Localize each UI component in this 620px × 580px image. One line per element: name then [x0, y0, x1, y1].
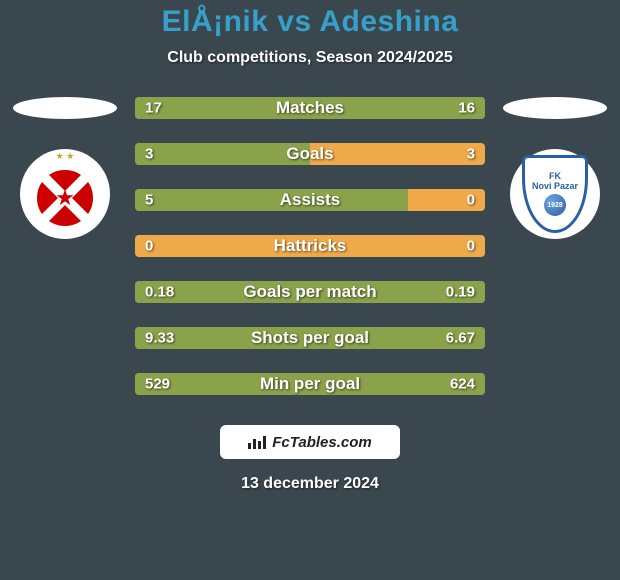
- player1-silhouette: [13, 97, 117, 119]
- stat-bar: Matches 17 16: [135, 97, 485, 119]
- page-title: ElÅ¡nik vs Adeshina: [0, 5, 620, 39]
- bar-label: Min per goal: [260, 374, 360, 394]
- stat-bar: Shots per goal 9.33 6.67: [135, 327, 485, 349]
- bar-value-right: 0: [467, 192, 475, 209]
- bar-value-left: 0.18: [145, 284, 174, 301]
- bar-value-right: 0.19: [446, 284, 475, 301]
- stat-bar: Goals per match 0.18 0.19: [135, 281, 485, 303]
- novi-pazar-icon: FK Novi Pazar 1928: [522, 155, 588, 233]
- bar-left-fill: [135, 189, 408, 211]
- bar-value-left: 9.33: [145, 330, 174, 347]
- bar-label: Goals per match: [243, 282, 376, 302]
- bar-value-right: 6.67: [446, 330, 475, 347]
- comparison-card: ElÅ¡nik vs Adeshina Club competitions, S…: [0, 0, 620, 580]
- player2-silhouette: [503, 97, 607, 119]
- stat-bar: Goals 3 3: [135, 143, 485, 165]
- stat-bar: Hattricks 0 0: [135, 235, 485, 257]
- bar-value-right: 0: [467, 238, 475, 255]
- bar-label: Goals: [286, 144, 333, 164]
- stats-bars: Matches 17 16 Goals 3 3 Assists 5 0 Hattricks 0 0 Go…: [135, 97, 485, 395]
- bar-left-fill: [135, 143, 310, 165]
- bar-value-right: 624: [450, 376, 475, 393]
- bar-label: Hattricks: [274, 236, 347, 256]
- player1-column: ★ ★ ★: [10, 97, 120, 239]
- bar-label: Shots per goal: [251, 328, 369, 348]
- crvena-zvezda-icon: ★: [32, 165, 98, 231]
- player2-column: FK Novi Pazar 1928: [500, 97, 610, 239]
- content-row: ★ ★ ★ Matches1716Goals33Assists50Hattric…: [0, 97, 620, 395]
- bar-chart-icon: [248, 435, 266, 449]
- site-logo-text: FcTables.com: [272, 434, 371, 451]
- player2-club-badge: FK Novi Pazar 1928: [510, 149, 600, 239]
- bar-value-left: 529: [145, 376, 170, 393]
- bar-value-left: 3: [145, 146, 153, 163]
- site-logo[interactable]: FcTables.com: [220, 425, 400, 459]
- bar-value-left: 5: [145, 192, 153, 209]
- bar-value-left: 0: [145, 238, 153, 255]
- bar-value-right: 16: [458, 100, 475, 117]
- stat-bar: Min per goal 529 624: [135, 373, 485, 395]
- bar-label: Matches: [276, 98, 344, 118]
- date-text: 13 december 2024: [0, 475, 620, 493]
- bar-value-right: 3: [467, 146, 475, 163]
- bar-label: Assists: [280, 190, 340, 210]
- star-icon: ★ ★: [56, 151, 75, 162]
- player1-club-badge: ★ ★ ★: [20, 149, 110, 239]
- stat-bar: Assists 5 0: [135, 189, 485, 211]
- subtitle: Club competitions, Season 2024/2025: [0, 49, 620, 67]
- bar-value-left: 17: [145, 100, 162, 117]
